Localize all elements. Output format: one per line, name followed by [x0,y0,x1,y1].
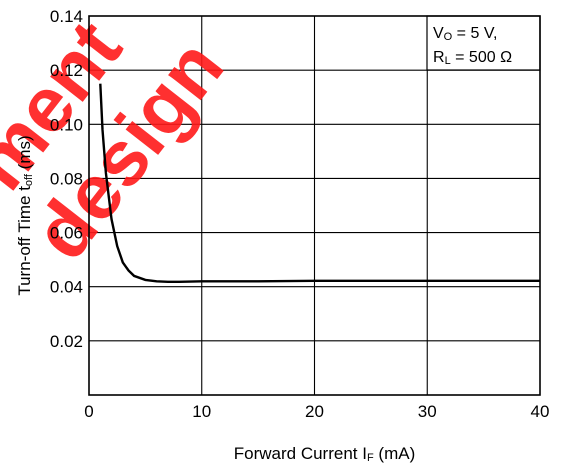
condition-label: VO = 5 V, [433,25,497,43]
y-tick-label: 0.10 [50,115,83,134]
y-tick-labels: 0.02 0.04 0.06 0.08 0.10 0.12 0.14 [50,7,83,351]
x-tick-label: 0 [84,402,93,421]
y-tick-label: 0.04 [50,278,83,297]
y-tick-label: 0.08 [50,169,83,188]
x-tick-label: 10 [192,402,211,421]
x-tick-label: 40 [531,402,550,421]
x-tick-label: 30 [418,402,437,421]
y-tick-label: 0.02 [50,332,83,351]
series-line [99,83,540,283]
x-tick-label: 20 [305,402,324,421]
conditions-legend: VO = 5 V, RL = 500 Ω [426,15,541,71]
condition-label: RL = 500 Ω [433,49,512,67]
y-tick-label: 0.14 [50,7,83,26]
plot-frame [88,15,541,396]
y-tick-label: 0.06 [50,224,83,243]
y-axis-label: Turn-off Time toff (ms) [15,135,35,295]
y-tick-label: 0.12 [50,61,83,80]
legend-box [426,15,541,71]
x-tick-labels: 0 10 20 30 40 [84,402,549,421]
x-axis-label: Forward Current IF (mA) [234,444,415,464]
grid-lines [89,16,540,395]
